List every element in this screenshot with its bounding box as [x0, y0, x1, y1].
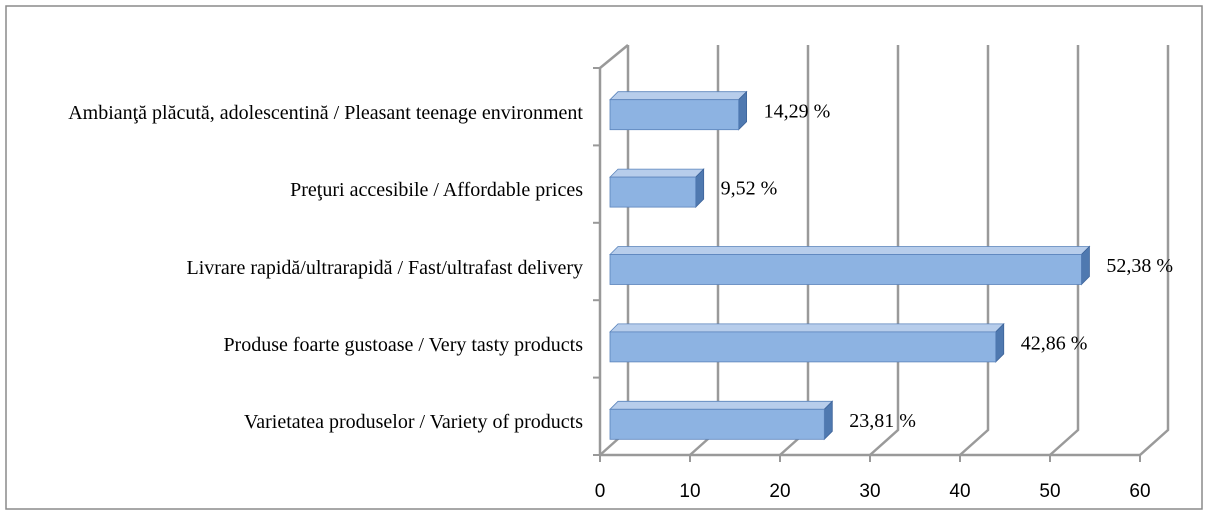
- category-label: Livrare rapidă/ultrarapidă / Fast/ultraf…: [186, 256, 583, 279]
- bar: [609, 176, 697, 208]
- value-label: 14,29 %: [764, 100, 831, 122]
- chart-border: [5, 5, 1203, 510]
- category-label: Varietatea produselor / Variety of produ…: [244, 411, 583, 434]
- bar: [609, 408, 825, 440]
- grid-line: [869, 45, 900, 456]
- bar: [609, 99, 740, 131]
- x-tick-label: 50: [1039, 481, 1060, 502]
- value-label: 23,81 %: [849, 410, 916, 432]
- bar: [609, 254, 1082, 285]
- category-label: Preţuri accesibile / Affordable prices: [290, 179, 583, 202]
- bar-top: [609, 168, 705, 178]
- bar: [609, 331, 997, 363]
- value-label: 9,52 %: [721, 178, 778, 200]
- bar-top: [609, 91, 748, 101]
- x-tick-label: 30: [859, 481, 880, 502]
- x-tick-label: 0: [595, 481, 606, 502]
- grid-line: [1049, 45, 1080, 456]
- bar-top: [609, 400, 834, 410]
- value-label: 42,86 %: [1021, 332, 1088, 354]
- value-label: 52,38 %: [1106, 255, 1173, 277]
- grid-line: [959, 45, 990, 456]
- x-tick-label: 60: [1129, 481, 1150, 502]
- x-tick-label: 20: [769, 481, 790, 502]
- bar-top: [609, 323, 1005, 333]
- category-label: Produse foarte gustoase / Very tasty pro…: [223, 333, 583, 356]
- bar-top: [609, 246, 1091, 255]
- axis-line: [599, 44, 629, 69]
- x-tick-label: 40: [949, 481, 970, 502]
- grid-line: [1139, 45, 1170, 456]
- category-label: Ambianţă plăcută, adolescentină / Pleasa…: [68, 101, 583, 124]
- x-tick-label: 10: [679, 481, 700, 502]
